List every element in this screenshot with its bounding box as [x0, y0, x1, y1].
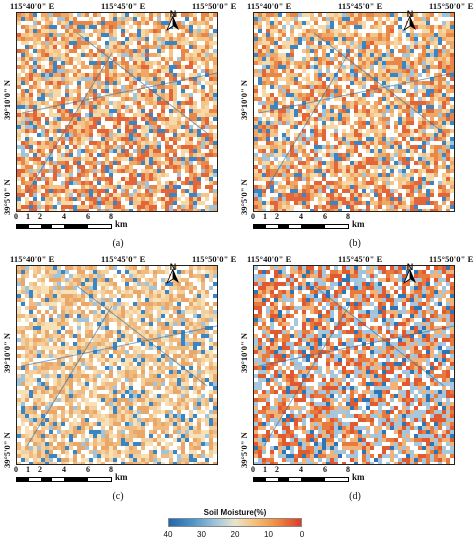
map-panel-d: 115°40'0" E 115°45'0" E 115°50'0" E 39°1… — [237, 253, 473, 508]
scale-bar-graphic — [253, 224, 349, 229]
scale-bar: 0 1 2 4 6 8 km — [251, 465, 365, 487]
soil-moisture-map — [16, 12, 218, 212]
lon-tick-label: 115°45'0" E — [101, 254, 146, 264]
legend: Soil Moisture(%) 40 30 20 10 0 — [160, 508, 310, 548]
scale-unit: km — [115, 219, 128, 229]
legend-label: 0 — [299, 530, 305, 539]
soil-moisture-map — [16, 265, 218, 465]
map-raster — [17, 266, 217, 464]
lon-tick-label: 115°40'0" E — [10, 1, 55, 11]
lat-tick-label: 39°10'0" N — [2, 333, 12, 373]
scale-tick-label: 2 — [275, 465, 279, 474]
scale-tick-label: 8 — [109, 465, 113, 474]
north-arrow-icon: N — [401, 9, 419, 32]
scale-unit: km — [352, 219, 365, 229]
scale-bar: 0 1 2 4 6 8 km — [251, 212, 365, 234]
panel-caption: (d) — [349, 491, 361, 502]
scale-tick-label: 6 — [323, 212, 327, 221]
map-panel-c: 115°40'0" E 115°45'0" E 115°50'0" E 39°1… — [0, 253, 236, 508]
map-raster — [17, 13, 217, 211]
lat-tick-label: 39°5'0" N — [2, 179, 12, 215]
lat-tick-label: 39°10'0" N — [2, 80, 12, 120]
panel-caption: (b) — [349, 238, 361, 249]
scale-tick-label: 8 — [346, 465, 350, 474]
scale-bar: 0 1 2 4 6 8 km — [14, 212, 128, 234]
lon-tick-label: 115°45'0" E — [101, 1, 146, 11]
legend-labels: 40 30 20 10 0 — [164, 530, 305, 540]
scale-bar: 0 1 2 4 6 8 km — [14, 465, 128, 487]
legend-label: 20 — [230, 530, 240, 539]
scale-tick-label: 0 — [14, 212, 18, 221]
lat-tick-label: 39°5'0" N — [239, 179, 249, 215]
scale-tick-label: 6 — [86, 465, 90, 474]
scale-bar-graphic — [16, 224, 112, 229]
legend-label: 10 — [264, 530, 273, 539]
lon-tick-label: 115°40'0" E — [10, 254, 55, 264]
scale-tick-label: 8 — [346, 212, 350, 221]
scale-tick-label: 1 — [263, 465, 267, 474]
lon-tick-label: 115°40'0" E — [247, 254, 292, 264]
scale-tick-label: 1 — [26, 465, 30, 474]
north-arrow-icon: N — [164, 262, 182, 285]
map-panel-a: 115°40'0" E 115°45'0" E 115°50'0" E 39°1… — [0, 0, 236, 255]
scale-tick-label: 1 — [26, 212, 30, 221]
lon-tick-label: 115°50'0" E — [429, 254, 473, 264]
map-panel-b: 115°40'0" E 115°45'0" E 115°50'0" E 39°1… — [237, 0, 473, 255]
lat-tick-label: 39°10'0" N — [239, 333, 249, 373]
scale-bar-graphic — [253, 477, 349, 482]
scale-unit: km — [115, 472, 128, 482]
soil-moisture-map — [253, 12, 455, 212]
north-arrow-icon: N — [164, 9, 182, 32]
scale-tick-label: 0 — [14, 465, 18, 474]
scale-tick-label: 6 — [86, 212, 90, 221]
scale-tick-label: 2 — [38, 212, 42, 221]
scale-tick-label: 0 — [251, 212, 255, 221]
lon-tick-label: 115°50'0" E — [192, 1, 237, 11]
legend-title: Soil Moisture(%) — [203, 508, 267, 517]
scale-tick-label: 4 — [62, 212, 66, 221]
scale-tick-label: 1 — [263, 212, 267, 221]
scale-unit: km — [352, 472, 365, 482]
lon-tick-label: 115°50'0" E — [192, 254, 237, 264]
lon-tick-label: 115°50'0" E — [429, 1, 473, 11]
scale-tick-label: 0 — [251, 465, 255, 474]
legend-label: 40 — [163, 530, 173, 539]
soil-moisture-map — [253, 265, 455, 465]
north-label: N — [169, 262, 177, 272]
panel-caption: (c) — [112, 491, 124, 502]
north-label: N — [406, 9, 414, 19]
scale-tick-label: 4 — [299, 465, 303, 474]
lat-tick-label: 39°10'0" N — [239, 80, 249, 120]
scale-tick-label: 2 — [38, 465, 42, 474]
scale-tick-label: 4 — [299, 212, 303, 221]
lon-tick-label: 115°40'0" E — [247, 1, 292, 11]
lon-tick-label: 115°45'0" E — [338, 254, 383, 264]
scale-tick-label: 2 — [275, 212, 279, 221]
scale-tick-label: 8 — [109, 212, 113, 221]
north-label: N — [406, 262, 414, 272]
lon-tick-label: 115°45'0" E — [338, 1, 383, 11]
scale-tick-label: 6 — [323, 465, 327, 474]
map-raster — [254, 266, 454, 464]
lat-tick-label: 39°5'0" N — [239, 432, 249, 468]
lat-tick-label: 39°5'0" N — [2, 432, 12, 468]
scale-bar-graphic — [16, 477, 112, 482]
north-arrow-icon: N — [401, 262, 419, 285]
north-label: N — [169, 9, 177, 19]
legend-color-ramp — [168, 518, 302, 527]
panel-caption: (a) — [112, 238, 124, 249]
map-raster — [254, 13, 454, 211]
legend-label: 30 — [197, 530, 206, 539]
scale-tick-label: 4 — [62, 465, 66, 474]
